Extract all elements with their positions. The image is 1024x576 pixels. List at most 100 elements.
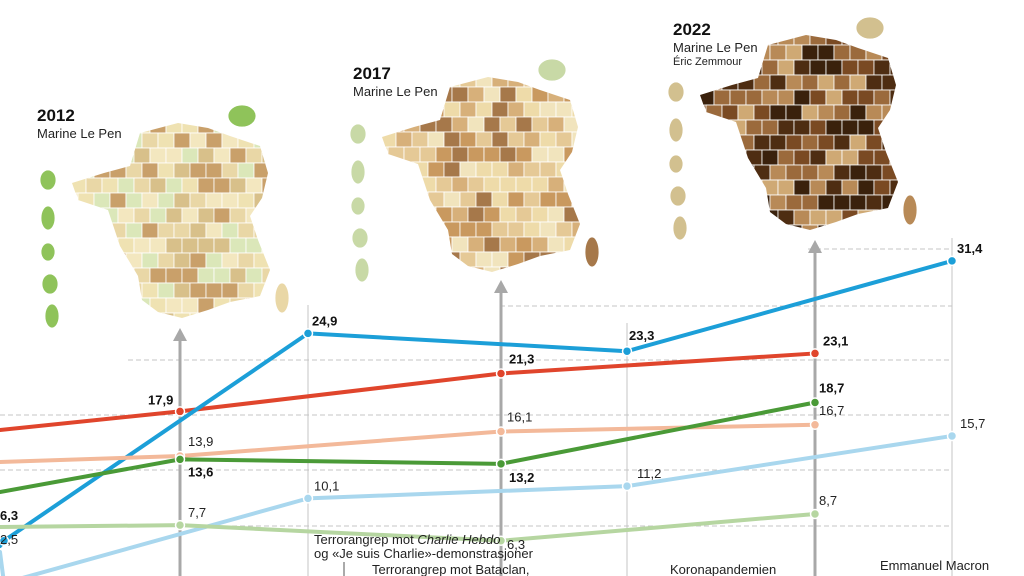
- department: [125, 162, 143, 179]
- department: [205, 132, 223, 149]
- department: [571, 221, 580, 238]
- department: [395, 251, 413, 268]
- department: [531, 176, 549, 193]
- department: [483, 266, 501, 272]
- department: [745, 179, 763, 196]
- department: [793, 119, 811, 136]
- department: [817, 44, 835, 61]
- department: [761, 59, 779, 76]
- department: [555, 251, 573, 268]
- data-point: [809, 397, 821, 408]
- data-point: [302, 328, 314, 339]
- department: [889, 179, 898, 196]
- department: [157, 222, 175, 239]
- department: [729, 209, 747, 226]
- department: [213, 177, 231, 194]
- department: [269, 252, 270, 269]
- department: [403, 236, 421, 253]
- department: [745, 59, 763, 76]
- department: [793, 179, 811, 196]
- department: [165, 207, 183, 224]
- department: [817, 74, 835, 91]
- department: [221, 192, 239, 209]
- department: [881, 194, 898, 211]
- data-point: [621, 345, 633, 357]
- department: [897, 74, 898, 91]
- department: [165, 297, 183, 314]
- department: [467, 116, 485, 133]
- event-label: Koronapandemien: [670, 562, 776, 576]
- department: [221, 252, 239, 269]
- department: [395, 221, 413, 238]
- department: [419, 146, 437, 163]
- department: [93, 282, 111, 299]
- department: [761, 149, 779, 166]
- department: [873, 59, 891, 76]
- department: [261, 123, 270, 134]
- data-point: [495, 368, 507, 379]
- overseas-territory: [672, 215, 688, 241]
- department: [825, 149, 843, 166]
- department: [571, 77, 580, 88]
- data-point: [946, 255, 958, 267]
- department: [93, 312, 111, 318]
- department: [205, 192, 223, 209]
- department: [451, 236, 469, 253]
- department: [85, 237, 103, 254]
- department: [101, 177, 119, 194]
- map-year: 2017: [353, 64, 391, 83]
- value-label: 21,3: [509, 352, 534, 367]
- department: [435, 266, 453, 272]
- department: [841, 149, 859, 166]
- department: [547, 236, 565, 253]
- department: [109, 252, 127, 269]
- department-cells: [72, 123, 270, 318]
- department: [700, 179, 715, 196]
- department: [499, 176, 517, 193]
- department: [491, 221, 509, 238]
- department: [133, 267, 151, 284]
- department: [221, 132, 239, 149]
- department: [173, 312, 191, 318]
- department: [221, 162, 239, 179]
- department: [825, 89, 843, 106]
- department: [475, 221, 493, 238]
- department: [269, 132, 270, 149]
- department: [547, 266, 565, 272]
- department: [491, 131, 509, 148]
- data-point: [174, 406, 186, 417]
- department: [753, 194, 771, 211]
- data-point: [946, 430, 958, 442]
- department: [761, 119, 779, 136]
- department: [427, 101, 445, 118]
- corsica: [902, 194, 918, 226]
- department: [515, 206, 533, 223]
- department: [189, 162, 207, 179]
- department: [133, 207, 151, 224]
- overseas-territory: [668, 117, 684, 143]
- department: [531, 116, 549, 133]
- department: [833, 164, 851, 181]
- department: [737, 134, 755, 151]
- department: [435, 86, 453, 103]
- overseas-territory: [350, 159, 366, 185]
- department: [713, 89, 731, 106]
- department: [245, 297, 263, 314]
- department: [857, 209, 875, 226]
- department: [427, 251, 445, 268]
- department: [785, 44, 803, 61]
- department: [205, 222, 223, 239]
- department: [507, 221, 525, 238]
- department: [873, 149, 891, 166]
- department: [253, 192, 270, 209]
- department: [809, 209, 827, 226]
- department: [531, 146, 549, 163]
- department: [889, 35, 898, 46]
- department: [403, 176, 421, 193]
- department: [483, 116, 501, 133]
- department: [547, 86, 565, 103]
- department: [539, 131, 557, 148]
- department: [729, 89, 747, 106]
- department: [849, 194, 867, 211]
